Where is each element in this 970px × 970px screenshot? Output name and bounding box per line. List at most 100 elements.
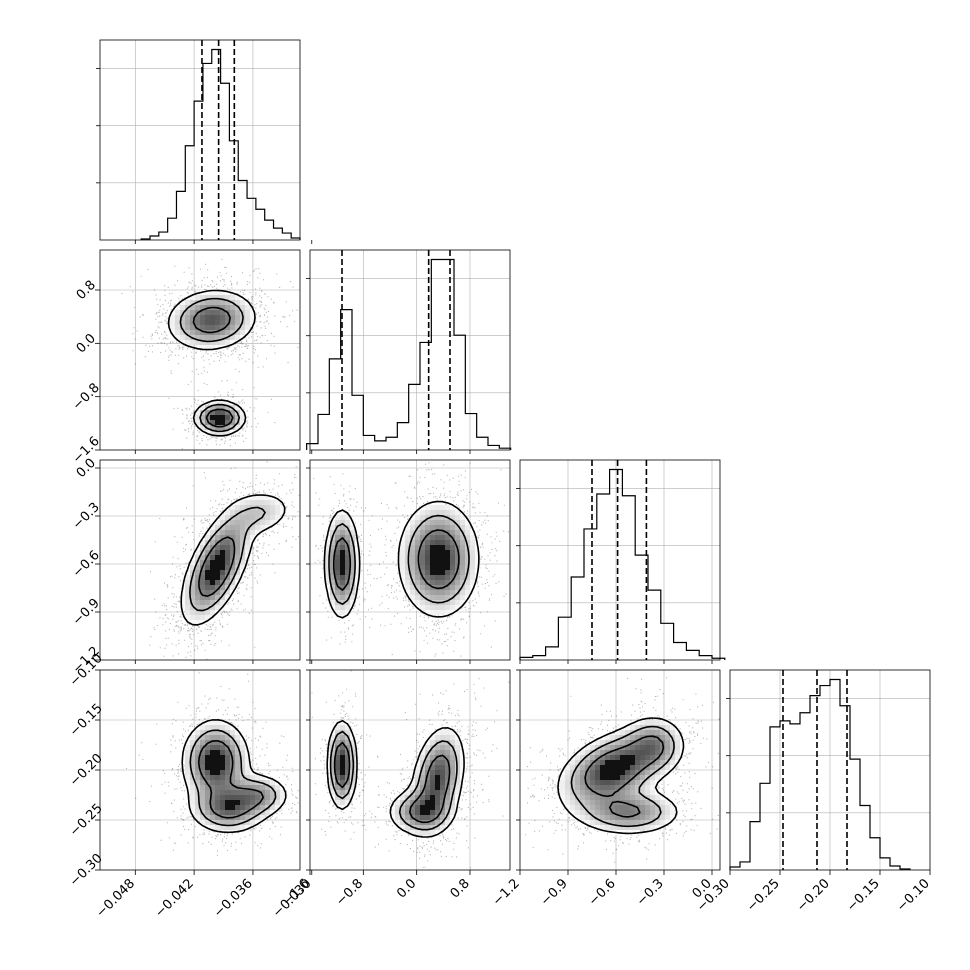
density-cell	[350, 535, 356, 541]
density-cell	[605, 825, 611, 831]
density-cell	[245, 780, 251, 786]
density-cell	[470, 565, 476, 571]
density-cell	[235, 305, 241, 311]
density-cell	[220, 775, 226, 781]
density-cell	[610, 740, 616, 746]
density-cell	[425, 810, 431, 816]
density-cell	[450, 605, 456, 611]
density-cell	[655, 765, 661, 771]
density-cell	[215, 560, 221, 566]
density-cell	[610, 790, 616, 796]
density-cell	[230, 565, 236, 571]
density-cell	[220, 405, 226, 411]
density-cell	[415, 785, 421, 791]
density-cell	[215, 755, 221, 761]
joint-panel-1-2	[309, 459, 511, 661]
density-cell	[195, 595, 201, 601]
density-cell	[600, 815, 606, 821]
density-cell	[245, 525, 251, 531]
density-cell	[195, 735, 201, 741]
density-cell	[645, 740, 651, 746]
contour-line-1	[570, 725, 675, 828]
density-cell	[650, 755, 656, 761]
density-cell	[580, 765, 586, 771]
density-cell	[205, 595, 211, 601]
x-axis-3: −0.30 −0.25 −0.20 −0.15 −0.10	[694, 870, 933, 915]
density-cell	[340, 605, 346, 611]
density-cell	[190, 565, 196, 571]
density-cell	[445, 815, 451, 821]
density-cell	[445, 755, 451, 761]
density-cell	[245, 300, 251, 306]
density-cell	[400, 560, 406, 566]
density-cell	[655, 775, 661, 781]
density-cell	[340, 525, 346, 531]
density-cell	[210, 530, 216, 536]
density-cell	[465, 560, 471, 566]
density-cell	[245, 785, 251, 791]
density-cell	[605, 810, 611, 816]
density-cell	[430, 570, 436, 576]
density-cell	[440, 775, 446, 781]
density-cell	[565, 800, 571, 806]
density-cell	[180, 320, 186, 326]
density-cell	[330, 770, 336, 776]
density-cell	[580, 770, 586, 776]
density-cell	[440, 810, 446, 816]
density-cell	[330, 755, 336, 761]
density-cell	[665, 745, 671, 751]
density-cell	[470, 560, 476, 566]
density-cell	[340, 530, 346, 536]
density-cell	[460, 550, 466, 556]
density-cell	[430, 830, 436, 836]
density-cell	[185, 580, 191, 586]
density-cell	[450, 740, 456, 746]
density-cell	[595, 800, 601, 806]
density-cell	[635, 720, 641, 726]
density-cell	[455, 785, 461, 791]
density-cell	[610, 770, 616, 776]
density-cell	[260, 775, 266, 781]
density-cell	[405, 825, 411, 831]
density-cell	[220, 820, 226, 826]
density-cell	[445, 605, 451, 611]
density-cell	[650, 815, 656, 821]
density-cell	[675, 735, 681, 741]
density-cell	[625, 755, 631, 761]
density-cell	[640, 770, 646, 776]
density-cell	[560, 770, 566, 776]
density-cell	[565, 765, 571, 771]
density-cell	[205, 410, 211, 416]
density-cell	[595, 790, 601, 796]
density-cell	[435, 575, 441, 581]
density-cell	[620, 790, 626, 796]
density-cell	[605, 805, 611, 811]
density-cell	[240, 415, 246, 421]
density-cell	[600, 790, 606, 796]
density-cell	[420, 515, 426, 521]
density-cell	[200, 800, 206, 806]
density-cell	[425, 590, 431, 596]
density-cell	[200, 755, 206, 761]
density-cell	[220, 735, 226, 741]
density-cell	[190, 760, 196, 766]
density-cell	[275, 790, 281, 796]
density-cell	[250, 795, 256, 801]
density-cell	[250, 780, 256, 786]
density-cell	[345, 560, 351, 566]
density-cell	[195, 295, 201, 301]
density-cell	[450, 525, 456, 531]
density-cell	[280, 790, 286, 796]
density-cell	[220, 770, 226, 776]
contour-line-2	[333, 529, 460, 591]
density-cell	[415, 585, 421, 591]
density-cell	[635, 825, 641, 831]
density-cell	[615, 735, 621, 741]
density-cell	[600, 735, 606, 741]
density-cell	[245, 500, 251, 506]
density-cell	[200, 345, 206, 351]
density-cell	[225, 530, 231, 536]
density-cell	[440, 605, 446, 611]
density-cell	[215, 760, 221, 766]
density-cell	[345, 555, 351, 561]
